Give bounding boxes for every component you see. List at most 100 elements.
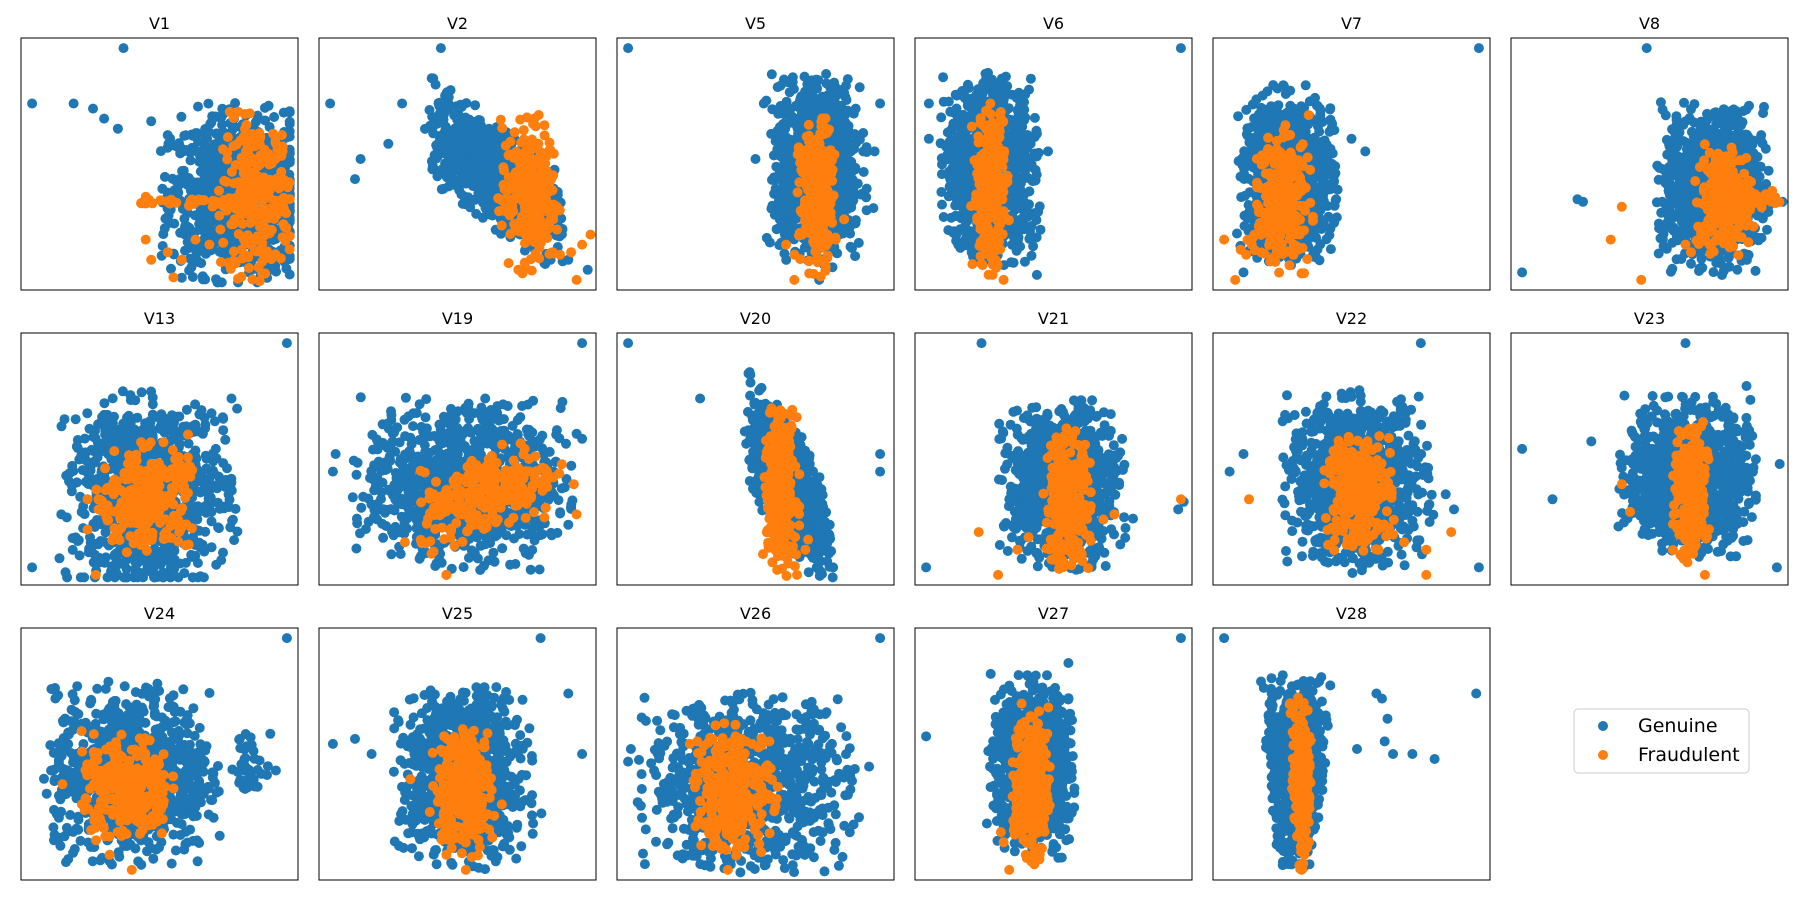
point-genuine bbox=[853, 237, 864, 248]
point-fraudulent bbox=[540, 158, 551, 169]
point-genuine bbox=[209, 112, 220, 123]
point-fraudulent bbox=[215, 224, 226, 235]
point-genuine bbox=[1019, 115, 1030, 126]
point-genuine bbox=[981, 73, 992, 84]
point-genuine bbox=[203, 223, 214, 234]
point-genuine bbox=[179, 145, 190, 156]
point-fraudulent bbox=[976, 118, 986, 129]
point-fraudulent bbox=[146, 254, 157, 265]
panel-frame bbox=[914, 37, 1193, 291]
point-genuine bbox=[843, 225, 854, 236]
point-genuine bbox=[456, 163, 467, 174]
point-genuine bbox=[955, 242, 966, 253]
point-genuine bbox=[977, 88, 988, 99]
point-fraudulent bbox=[140, 234, 151, 245]
panel-title: V7 bbox=[1341, 14, 1362, 33]
point-genuine bbox=[563, 254, 574, 265]
point-fraudulent bbox=[266, 254, 277, 265]
point-genuine bbox=[936, 112, 947, 123]
point-fraudulent bbox=[812, 243, 823, 254]
point-fraudulent bbox=[161, 196, 172, 207]
point-genuine bbox=[519, 245, 530, 256]
point-fraudulent bbox=[998, 274, 1009, 285]
point-fraudulent bbox=[544, 216, 555, 227]
point-genuine bbox=[166, 263, 176, 274]
point-genuine bbox=[146, 116, 157, 127]
panel-frame bbox=[318, 37, 597, 291]
point-fraudulent bbox=[514, 223, 525, 234]
point-fraudulent bbox=[228, 141, 239, 152]
point-fraudulent bbox=[261, 223, 271, 234]
point-genuine bbox=[944, 126, 955, 137]
point-fraudulent bbox=[983, 231, 993, 242]
point-fraudulent bbox=[807, 197, 818, 208]
point-fraudulent bbox=[222, 132, 233, 143]
point-genuine bbox=[427, 122, 438, 132]
point-fraudulent bbox=[815, 230, 825, 241]
point-genuine bbox=[1014, 151, 1025, 162]
point-genuine bbox=[808, 85, 819, 96]
point-fraudulent bbox=[260, 203, 271, 214]
point-genuine bbox=[965, 93, 976, 104]
point-fraudulent bbox=[284, 244, 295, 255]
point-genuine bbox=[811, 74, 822, 85]
point-fraudulent bbox=[199, 195, 209, 205]
point-genuine bbox=[793, 131, 803, 142]
point-genuine bbox=[948, 227, 959, 238]
point-fraudulent bbox=[819, 206, 830, 217]
point-genuine bbox=[623, 43, 634, 54]
point-genuine bbox=[1009, 232, 1020, 243]
point-fraudulent bbox=[214, 185, 224, 196]
point-genuine bbox=[779, 248, 790, 259]
point-genuine bbox=[182, 237, 193, 247]
point-genuine bbox=[203, 126, 214, 137]
point-fraudulent bbox=[781, 239, 791, 250]
point-genuine bbox=[1018, 140, 1029, 151]
point-genuine bbox=[582, 264, 593, 275]
point-genuine bbox=[470, 100, 481, 111]
point-genuine bbox=[68, 98, 79, 109]
point-genuine bbox=[424, 105, 435, 115]
point-genuine bbox=[200, 274, 211, 285]
points-group bbox=[325, 43, 596, 285]
point-genuine bbox=[434, 97, 445, 108]
point-genuine bbox=[1019, 256, 1030, 267]
point-fraudulent bbox=[990, 152, 1001, 163]
point-fraudulent bbox=[533, 110, 544, 120]
point-fraudulent bbox=[191, 196, 202, 207]
point-genuine bbox=[217, 103, 228, 114]
panel-v7: V7 bbox=[1212, 14, 1491, 291]
point-genuine bbox=[159, 171, 170, 182]
point-fraudulent bbox=[168, 272, 179, 283]
point-genuine bbox=[475, 179, 486, 190]
point-fraudulent bbox=[207, 195, 218, 206]
point-genuine bbox=[269, 112, 280, 122]
point-fraudulent bbox=[237, 253, 248, 264]
point-fraudulent bbox=[276, 150, 287, 161]
point-genuine bbox=[491, 142, 502, 153]
point-fraudulent bbox=[256, 234, 267, 244]
point-fraudulent bbox=[238, 168, 249, 179]
point-genuine bbox=[787, 117, 798, 128]
point-fraudulent bbox=[982, 196, 993, 207]
point-genuine bbox=[469, 153, 480, 164]
point-genuine bbox=[1025, 73, 1036, 84]
point-genuine bbox=[966, 109, 977, 120]
point-genuine bbox=[842, 74, 853, 85]
point-fraudulent bbox=[507, 176, 518, 187]
point-genuine bbox=[450, 147, 461, 158]
point-genuine bbox=[1012, 202, 1023, 213]
point-genuine bbox=[955, 110, 966, 121]
point-fraudulent bbox=[233, 229, 244, 240]
point-fraudulent bbox=[977, 260, 988, 271]
point-genuine bbox=[112, 123, 123, 134]
point-genuine bbox=[779, 167, 790, 178]
point-genuine bbox=[169, 218, 180, 229]
point-fraudulent bbox=[827, 190, 838, 201]
point-genuine bbox=[456, 132, 467, 143]
point-genuine bbox=[442, 127, 453, 138]
point-fraudulent bbox=[823, 146, 834, 157]
point-fraudulent bbox=[813, 221, 824, 232]
point-genuine bbox=[157, 183, 168, 194]
